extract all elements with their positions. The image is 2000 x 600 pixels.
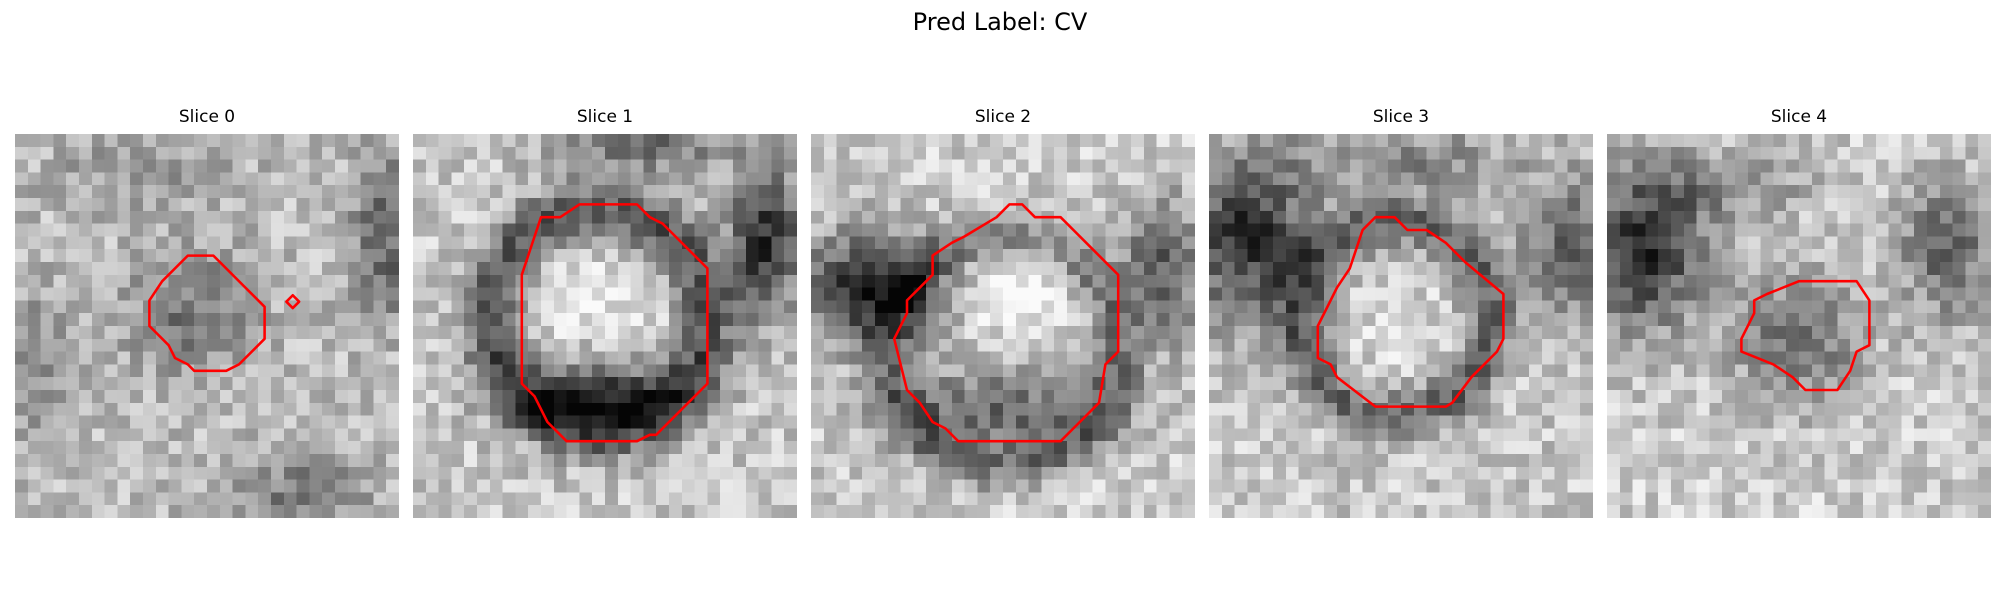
slice-image-2 — [811, 134, 1195, 518]
segmentation-contour-3-0 — [1316, 215, 1505, 408]
slice-panel-1: Slice 1 — [413, 106, 797, 518]
slice-panel-2: Slice 2 — [811, 106, 1195, 518]
slice-title-2: Slice 2 — [974, 107, 1032, 127]
segmentation-contour-4-0 — [1740, 279, 1871, 392]
slice-image-0 — [15, 134, 399, 518]
slice-title-0: Slice 0 — [178, 107, 236, 127]
slice-title-3: Slice 3 — [1372, 107, 1430, 127]
segmentation-contour-0-1 — [285, 294, 301, 310]
slice-title-1: Slice 1 — [576, 107, 634, 127]
slice-image-3 — [1209, 134, 1593, 518]
slice-panel-0: Slice 0 — [15, 106, 399, 518]
slice-image-4 — [1607, 134, 1991, 518]
slice-panel-4: Slice 4 — [1607, 106, 1991, 518]
slice-panel-3: Slice 3 — [1209, 106, 1593, 518]
slice-title-4: Slice 4 — [1770, 107, 1828, 127]
segmentation-contour-1-0 — [520, 203, 709, 443]
segmentation-contour-0-0 — [148, 254, 266, 373]
figure-title: Pred Label: CV — [912, 8, 1088, 36]
slice-image-1 — [413, 134, 797, 518]
segmentation-contour-2-0 — [892, 203, 1120, 443]
